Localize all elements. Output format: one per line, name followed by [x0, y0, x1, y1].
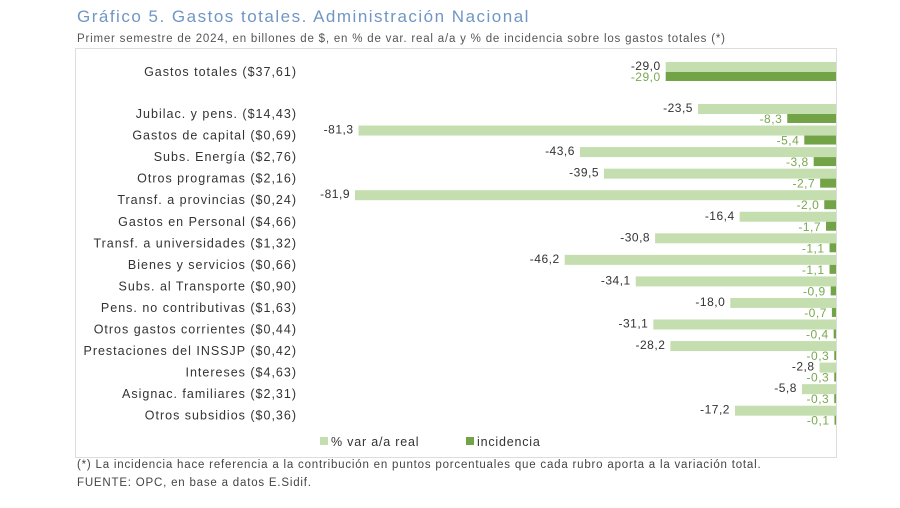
var-label: -28,2 [636, 338, 666, 352]
bar-var [734, 405, 836, 416]
var-label: -30,8 [620, 230, 650, 244]
bar-incidence [834, 372, 836, 382]
incidence-label: -8,3 [760, 112, 783, 126]
bar-incidence [804, 135, 836, 145]
incidence-label: -0,1 [807, 414, 830, 428]
incidence-label: -1,1 [802, 263, 825, 277]
bar-incidence [829, 243, 836, 253]
bar-var [564, 254, 836, 265]
bar-incidence [820, 178, 836, 188]
category-label: Gastos en Personal ($4,66) [118, 215, 297, 229]
bar-incidence [829, 264, 836, 274]
legend-swatch-var [320, 437, 328, 445]
footnote: (*) La incidencia hace referencia a la c… [77, 459, 762, 471]
bar-var [653, 319, 836, 330]
bar-var [655, 233, 836, 244]
bar-incidence [826, 221, 836, 231]
var-label: -2,8 [792, 360, 815, 374]
incidence-label: -2,7 [792, 177, 815, 191]
incidence-label: -0,7 [804, 306, 827, 320]
incidence-label: -5,4 [777, 134, 800, 148]
category-label: Transf. a provincias ($0,24) [117, 193, 297, 207]
category-label: Intereses ($4,63) [186, 366, 298, 380]
var-label: -5,8 [774, 381, 797, 395]
category-label: Prestaciones del INSSJP ($0,42) [83, 344, 297, 358]
bar-var [697, 104, 836, 114]
category-label: Transf. a universidades ($1,32) [93, 236, 297, 250]
bar-var [819, 362, 836, 373]
category-label: Jubilac. y pens. ($14,43) [136, 107, 297, 121]
bar-var [579, 147, 836, 158]
var-label: -46,2 [530, 252, 560, 266]
bar-var [730, 297, 836, 308]
incidence-label: -2,0 [797, 198, 820, 212]
legend-swatch-incidence [466, 437, 474, 445]
bar-incidence [813, 157, 836, 167]
category-label: Pens. no contributivas ($1,63) [101, 301, 297, 315]
bar-incidence [830, 286, 836, 296]
bar-incidence [665, 72, 836, 81]
var-label: -18,0 [695, 295, 725, 309]
chart-subtitle: Primer semestre de 2024, en billones de … [77, 33, 726, 45]
bar-var [801, 384, 836, 395]
legend-label-var: % var a/a real [331, 435, 419, 449]
incidence-label: -0,4 [806, 328, 829, 342]
var-label: -81,9 [320, 187, 350, 201]
var-label: -23,5 [663, 101, 693, 115]
incidence-label: -1,1 [802, 241, 825, 255]
var-label: -81,3 [324, 123, 354, 137]
bar-incidence [834, 415, 836, 425]
incidence-label: -0,9 [803, 284, 826, 298]
incidence-label: -3,8 [786, 155, 809, 169]
category-label: Gastos totales ($37,61) [144, 65, 297, 79]
bar-var [355, 190, 836, 201]
category-label: Bienes y servicios ($0,66) [128, 258, 297, 272]
category-label: Subs. al Transporte ($0,90) [119, 279, 297, 293]
chart-frame [75, 48, 837, 458]
bar-var [604, 168, 836, 179]
category-label: Otros gastos corrientes ($0,44) [94, 323, 297, 337]
legend-label-incidence: incidencia [477, 435, 541, 449]
incidence-label: -0,3 [807, 392, 830, 406]
chart-title: Gráfico 5. Gastos totales. Administració… [77, 7, 530, 26]
bar-incidence [787, 114, 836, 123]
var-label: -43,6 [545, 144, 575, 158]
bar-incidence [824, 200, 836, 210]
bar-incidence [831, 307, 836, 317]
bar-var [739, 211, 836, 222]
source-note: FUENTE: OPC, en base a datos E.Sidif. [77, 477, 312, 489]
category-label: Gastos de capital ($0,69) [132, 129, 297, 143]
bar-incidence [834, 394, 836, 404]
var-label: -29,0 [631, 59, 661, 73]
incidence-label: -1,7 [798, 220, 821, 234]
bar-incidence [833, 329, 836, 339]
bar-var [358, 125, 836, 136]
category-label: Otros subsidios ($0,36) [145, 409, 297, 423]
category-label: Subs. Energía ($2,76) [154, 150, 297, 164]
var-label: -39,5 [569, 166, 599, 180]
bar-var [665, 62, 836, 72]
incidence-label: -0,3 [807, 371, 830, 385]
var-label: -16,4 [705, 209, 735, 223]
category-label: Otros programas ($2,16) [137, 172, 297, 186]
bar-incidence [834, 351, 836, 361]
category-label: Asignac. familiares ($2,31) [122, 387, 297, 401]
var-label: -34,1 [601, 273, 631, 287]
incidence-label: -29,0 [631, 70, 661, 84]
var-label: -31,1 [618, 317, 648, 331]
bar-var [670, 341, 836, 352]
bar-var [635, 276, 836, 287]
incidence-label: -0,3 [807, 349, 830, 363]
var-label: -17,2 [700, 403, 730, 417]
